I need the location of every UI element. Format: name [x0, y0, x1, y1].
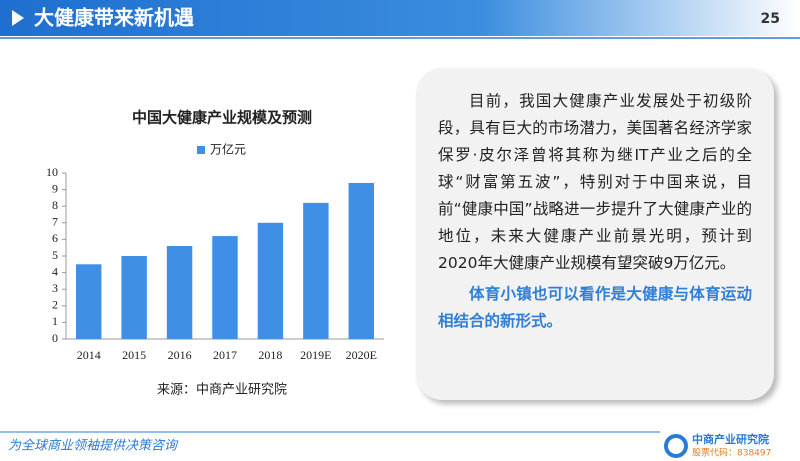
x-tick-label: 2015 [122, 348, 146, 362]
y-tick-label: 1 [52, 314, 58, 328]
footer-stock: 股票代码：838497 [692, 448, 771, 459]
y-tick-label: 9 [52, 181, 58, 195]
x-tick-label: 2017 [213, 348, 237, 362]
x-tick-label: 2016 [168, 348, 192, 362]
panel-paragraph: 目前，我国大健康产业发展处于初级阶段，具有巨大的市场潜力，美国著名经济学家保罗·… [438, 92, 752, 272]
y-tick-label: 0 [52, 331, 58, 345]
bar [303, 202, 329, 339]
x-tick-label: 2020E [346, 348, 377, 362]
y-tick-label: 8 [52, 198, 58, 212]
y-tick-label: 2 [52, 298, 58, 312]
footer-brand: 中商产业研究院 [692, 432, 769, 446]
y-tick-label: 6 [52, 231, 58, 245]
bar [75, 264, 102, 339]
y-tick-label: 10 [46, 165, 58, 179]
bar [121, 256, 147, 339]
source: 来源：中商产业研究院 [157, 383, 287, 398]
y-tick-label: 7 [52, 215, 58, 229]
legend-label: 万亿元 [210, 142, 246, 157]
text-panel: 目前，我国大健康产业发展处于初级阶段，具有巨大的市场潜力，美国著名经济学家保罗·… [416, 68, 774, 400]
y-tick-label: 4 [52, 264, 58, 278]
bar [166, 246, 193, 339]
panel-highlight: 体育小镇也可以看作是大健康与体育运动相结合的新形式。 [438, 285, 752, 330]
chart-title: 中国大健康产业规模及预测 [132, 109, 312, 127]
x-tick-label: 2014 [77, 348, 101, 362]
legend-swatch [197, 146, 205, 154]
y-tick-label: 3 [52, 281, 58, 295]
page-number: 25 [761, 11, 780, 27]
bar [348, 182, 375, 339]
bar [257, 222, 284, 339]
bar [212, 236, 238, 339]
header-icon [12, 10, 24, 26]
x-tick-label: 2019E [300, 348, 331, 362]
x-tick-label: 2018 [258, 348, 282, 362]
header-title: 大健康带来新机遇 [34, 6, 194, 30]
y-tick-label: 5 [52, 248, 58, 262]
footer-logo [664, 434, 688, 458]
footer-slogan: 为全球商业领袖提供决策咨询 [8, 438, 179, 454]
header-bar [0, 0, 800, 36]
